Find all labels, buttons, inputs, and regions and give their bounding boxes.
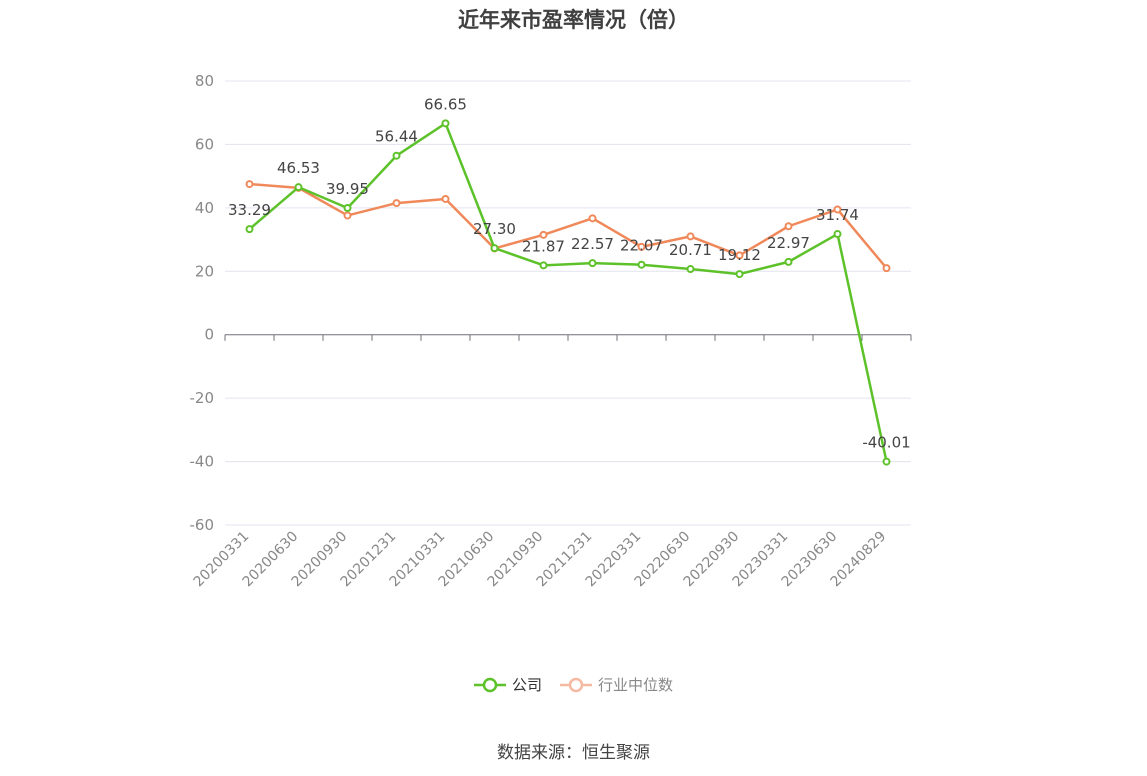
data-point-industry [637,242,646,251]
data-point-company [294,183,303,192]
data-point-company [441,119,450,128]
legend-item-industry[interactable]: 行业中位数 [560,674,673,695]
data-point-company [882,457,891,466]
data-point-industry [588,214,597,223]
data-point-company [490,244,499,253]
data-label: 22.57 [571,235,614,253]
data-label: 21.87 [522,237,565,255]
data-point-industry [441,194,450,203]
data-point-industry [735,251,744,260]
y-tick-label: 60 [195,135,214,153]
data-label: 22.07 [620,237,663,255]
data-point-industry [343,211,352,220]
grid-layer [225,80,911,526]
data-label: 33.29 [228,201,271,219]
data-label: 22.97 [767,234,810,252]
y-tick-label: 80 [195,72,214,90]
data-source: 数据来源：恒生聚源 [497,743,650,763]
y-tick-label: 40 [195,199,214,217]
axis-layer: -60-40-200204060802020033120200630202009… [190,72,912,590]
y-tick-label: -20 [190,389,215,407]
data-point-company [637,260,646,269]
data-point-company [833,230,842,239]
data-point-company [686,265,695,274]
y-tick-label: -60 [190,516,215,534]
data-point-company [588,259,597,268]
data-point-industry [882,264,891,273]
label-layer: 33.29 46.53 39.95 56.44 66.65 27.30 21.87 22.57… [228,95,911,451]
line-chart: -60-40-200204060802020033120200630202009… [190,72,912,590]
data-point-company [392,151,401,160]
legend-item-company[interactable]: 公司 [473,674,542,695]
legend-company-marker-icon [473,677,506,692]
data-point-company [245,225,254,234]
series-layer [245,119,891,466]
data-point-company [343,204,352,213]
data-label: 46.53 [277,159,320,177]
chart-title: 近年来市盈率情况（倍） [458,8,689,32]
data-label: -40.01 [862,434,910,452]
data-point-industry [784,222,793,231]
data-label: 27.30 [473,220,516,238]
data-label: 19.12 [718,246,761,264]
legend: 公司 行业中位数 [0,674,1147,695]
data-label: 56.44 [375,128,418,146]
data-point-industry [686,232,695,241]
y-tick-label: 0 [204,326,214,344]
y-tick-label: 20 [195,262,214,280]
y-tick-label: -40 [190,453,215,471]
series-line-company [248,122,888,462]
data-point-company [784,257,793,266]
data-label: 66.65 [424,95,467,113]
data-point-industry [245,180,254,189]
data-point-company [735,270,744,279]
legend-industry-marker-icon [560,677,592,692]
data-label: 31.74 [816,206,859,224]
data-point-industry [392,199,401,208]
series-line-industry [249,182,888,269]
data-point-industry [833,205,842,214]
data-point-industry [539,230,548,239]
legend-label-company: 公司 [511,676,542,694]
legend-label-industry: 行业中位数 [598,676,674,694]
data-label: 39.95 [326,180,369,198]
data-point-company [539,261,548,270]
data-label: 20.71 [669,241,712,259]
